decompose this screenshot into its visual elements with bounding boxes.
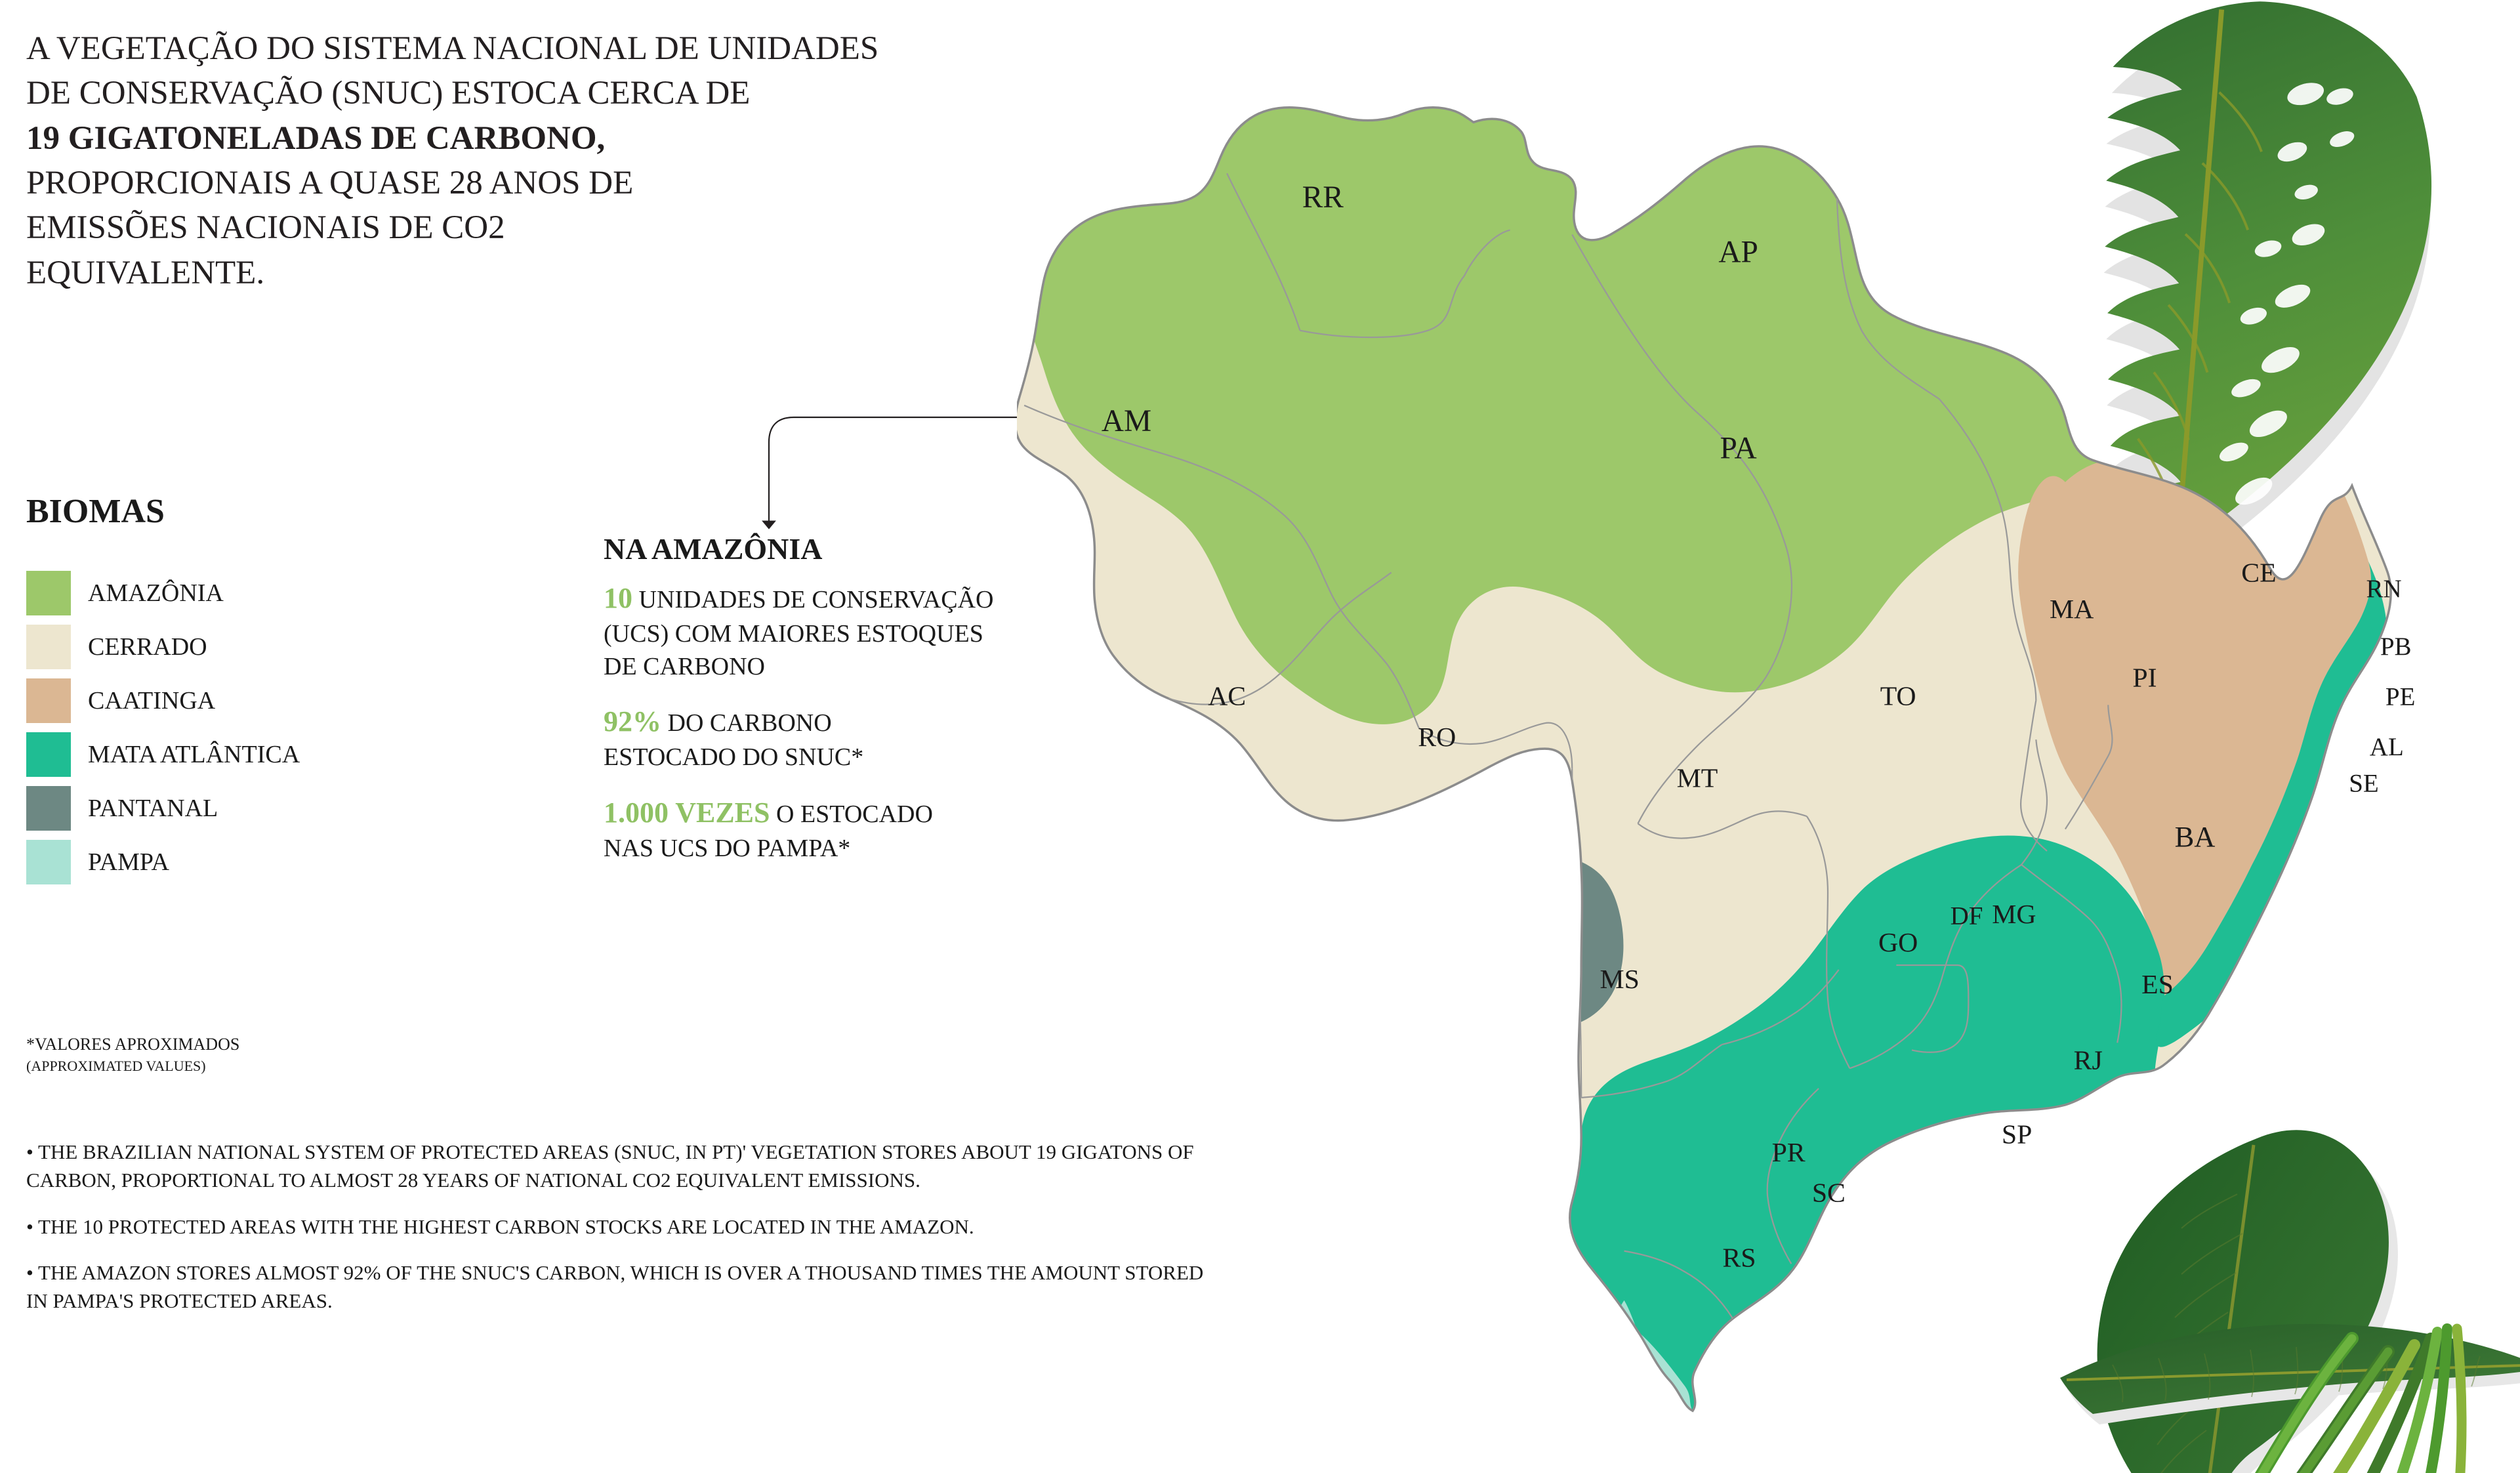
svg-text:DF: DF — [1951, 902, 1983, 930]
svg-text:TO: TO — [1880, 681, 1916, 711]
svg-text:AP: AP — [1718, 235, 1758, 269]
svg-text:SE: SE — [2349, 770, 2378, 798]
svg-text:MS: MS — [1600, 965, 1639, 995]
svg-text:AC: AC — [1208, 681, 1246, 711]
svg-text:BA: BA — [2175, 820, 2216, 853]
svg-text:AM: AM — [1102, 404, 1151, 438]
svg-text:CE: CE — [2241, 558, 2276, 588]
svg-text:PR: PR — [1772, 1138, 1806, 1168]
svg-text:PA: PA — [1720, 432, 1756, 466]
svg-text:GO: GO — [1878, 928, 1918, 958]
svg-text:RR: RR — [1302, 180, 1344, 215]
svg-text:RS: RS — [1722, 1243, 1756, 1273]
svg-text:PB: PB — [2380, 633, 2412, 661]
svg-text:RO: RO — [1418, 722, 1456, 753]
svg-text:PI: PI — [2132, 663, 2157, 693]
svg-text:MG: MG — [1992, 900, 2036, 930]
svg-text:RN: RN — [2366, 575, 2402, 603]
svg-text:SC: SC — [1812, 1178, 1846, 1208]
svg-text:RJ: RJ — [2074, 1046, 2103, 1076]
svg-text:SP: SP — [2002, 1119, 2032, 1150]
svg-text:MT: MT — [1677, 764, 1718, 794]
svg-text:ES: ES — [2141, 970, 2174, 1000]
svg-text:PE: PE — [2386, 682, 2415, 711]
svg-text:AL: AL — [2370, 733, 2404, 761]
svg-text:MA: MA — [2050, 594, 2094, 625]
